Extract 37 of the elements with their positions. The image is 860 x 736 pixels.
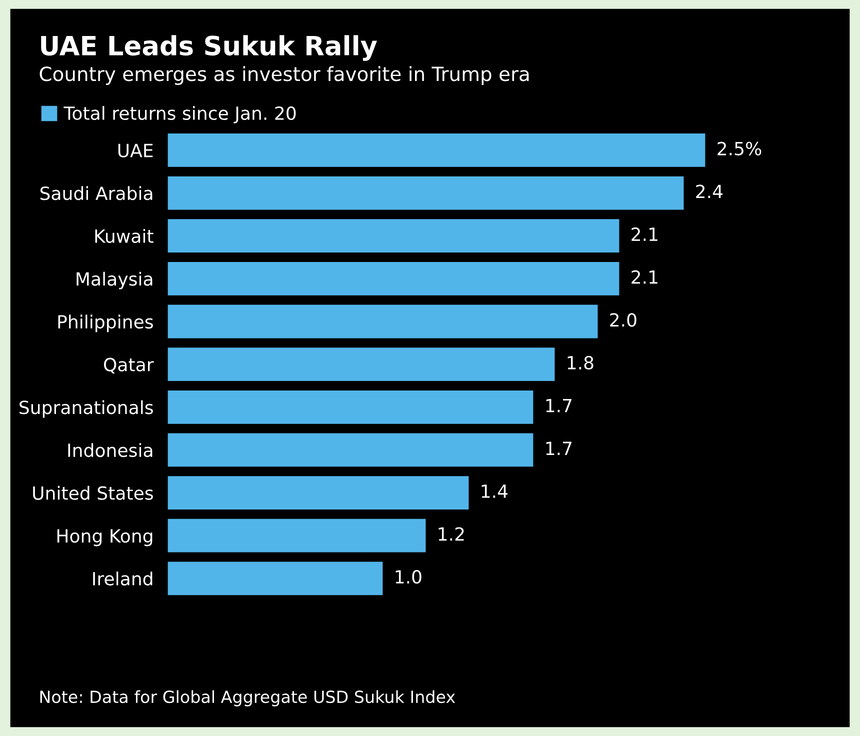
data-label: 2.4	[696, 184, 723, 198]
y-tick-label: Kuwait	[95, 228, 154, 243]
y-tick-label: Saudi Arabia	[40, 186, 152, 200]
bar	[168, 433, 534, 467]
bar	[168, 176, 684, 210]
chart-title: UAE Leads Sukuk Rally	[41, 35, 378, 61]
y-tick-label: UAE	[118, 144, 153, 158]
data-label: 2.1	[632, 270, 658, 284]
bar	[168, 219, 620, 253]
data-label: 1.2	[438, 527, 464, 541]
data-label: 2.1	[632, 227, 658, 241]
legend-label: Total returns since Jan. 20	[64, 106, 296, 124]
data-label: 1.0	[396, 570, 422, 584]
bar	[168, 390, 534, 424]
bar	[168, 262, 620, 296]
data-label: 1.7	[546, 398, 572, 412]
data-label: 1.4	[482, 484, 508, 498]
y-tick-label: Supranationals	[20, 400, 153, 418]
text: Note: Data for Global Aggregate USD Sukuk Index	[40, 690, 456, 706]
bar	[168, 134, 706, 167]
bar	[168, 518, 426, 552]
data-label: 2.0	[610, 313, 636, 327]
bar	[168, 304, 598, 338]
bar	[168, 348, 555, 382]
y-tick-label: Hong Kong	[57, 529, 152, 546]
y-tick-label: Qatar	[104, 358, 154, 374]
y-tick-label: United States	[33, 486, 153, 500]
data-label: 1.8	[568, 356, 594, 370]
data-label: 2.5%	[718, 142, 762, 156]
y-tick-label: Philippines	[58, 314, 153, 332]
y-tick-label: Ireland	[93, 572, 152, 586]
data-label: 1.7	[546, 442, 572, 455]
chart-subtitle: Country emerges as investor favorite in Trump era	[40, 66, 529, 86]
y-tick-label: Indonesia	[68, 443, 152, 458]
bar	[168, 476, 469, 510]
y-tick-label: Malaysia	[76, 272, 152, 290]
bar	[168, 562, 383, 596]
